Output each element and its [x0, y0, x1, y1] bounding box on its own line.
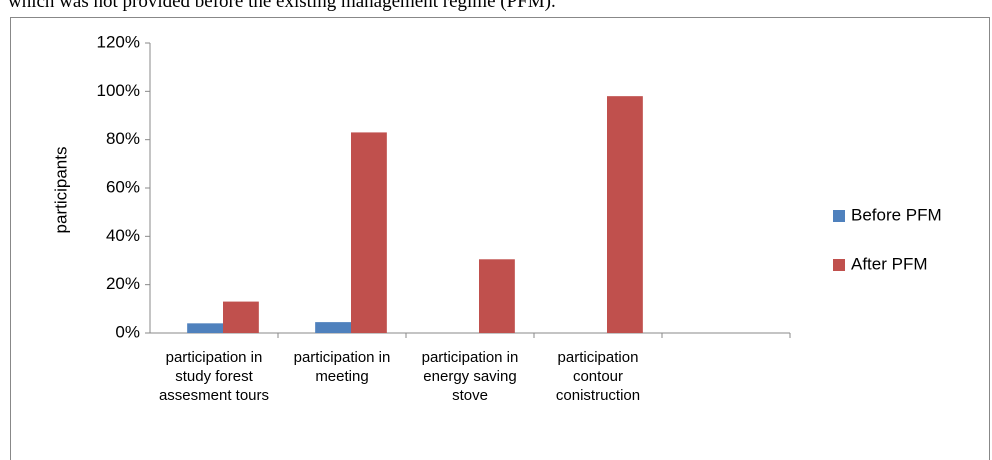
bar [187, 323, 223, 333]
bar [315, 322, 351, 333]
bar [223, 301, 259, 333]
x-tick-label: participation in energy saving stove [421, 349, 519, 404]
x-tick-label: participation contour conistruction [555, 349, 641, 404]
bar [479, 259, 515, 333]
caption: which was not provided before the existi… [8, 0, 556, 12]
chart-frame [10, 17, 990, 460]
legend-label: Before PFM [851, 205, 942, 224]
x-tick-label: participation in meeting [293, 349, 391, 385]
bar [607, 96, 643, 334]
y-tick-label: 0% [115, 322, 140, 341]
y-tick-label: 40% [106, 226, 140, 245]
legend-label: After PFM [851, 254, 928, 273]
y-tick-label: 80% [106, 129, 140, 148]
y-tick-label: 60% [106, 177, 140, 196]
y-tick-label: 120% [97, 32, 140, 51]
legend-swatch [833, 259, 845, 271]
legend-swatch [833, 210, 845, 222]
y-tick-label: 100% [97, 81, 140, 100]
x-tick-label: participation in study forest assesment … [158, 349, 270, 404]
y-tick-label: 20% [106, 274, 140, 293]
y-axis-label: participants [51, 147, 70, 234]
bar [351, 132, 387, 333]
